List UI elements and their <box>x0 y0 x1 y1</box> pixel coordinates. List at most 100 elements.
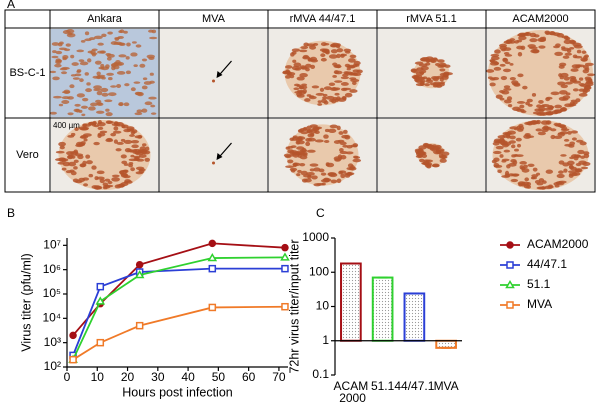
cell <box>300 131 309 135</box>
cell <box>342 73 349 77</box>
cell <box>566 160 575 166</box>
cell <box>569 46 575 50</box>
legend-label: 51.1 <box>527 277 551 291</box>
cell <box>554 184 560 188</box>
cell <box>79 163 86 168</box>
cell <box>342 87 352 91</box>
cell <box>571 40 577 44</box>
cell <box>82 133 92 137</box>
cell <box>328 54 338 59</box>
cell <box>582 64 589 70</box>
cell <box>123 139 133 144</box>
cell <box>536 182 544 186</box>
column-header: ACAM2000 <box>512 13 568 25</box>
cell <box>439 158 447 163</box>
cell <box>52 76 60 81</box>
line <box>72 305 285 361</box>
cell <box>58 157 66 162</box>
cell <box>346 144 353 149</box>
cell <box>72 178 79 183</box>
cell <box>71 62 79 66</box>
cell <box>130 130 136 135</box>
cell <box>570 99 577 103</box>
cell <box>58 141 66 147</box>
cell <box>532 121 538 125</box>
cell <box>111 174 120 178</box>
cell <box>560 154 567 157</box>
cell <box>67 96 74 100</box>
bar-fill <box>436 340 456 348</box>
cell <box>118 103 124 106</box>
cell <box>415 78 423 83</box>
y-tick-label: 10⁶ <box>43 262 61 276</box>
cell <box>510 144 516 149</box>
cell <box>320 57 327 62</box>
cell <box>330 43 337 48</box>
cell <box>149 36 158 40</box>
cell <box>125 56 130 60</box>
cell <box>142 143 147 147</box>
cell <box>422 76 428 80</box>
cell <box>296 84 302 88</box>
cell <box>101 33 107 38</box>
cell <box>526 98 533 103</box>
column-header: rMVA 44/47.1 <box>290 13 356 25</box>
cell <box>93 88 102 92</box>
cell <box>136 109 143 113</box>
cell <box>512 82 520 86</box>
cell <box>88 106 96 111</box>
cell <box>85 160 93 165</box>
cell <box>564 81 573 85</box>
cell <box>96 170 105 175</box>
point <box>208 239 217 248</box>
cell <box>352 158 362 163</box>
cell <box>570 68 579 72</box>
cell <box>523 184 530 189</box>
cell <box>344 134 351 140</box>
cell <box>300 46 309 49</box>
cell <box>73 166 78 170</box>
cell <box>426 164 432 169</box>
cell <box>54 63 62 68</box>
cell <box>503 88 512 91</box>
cell <box>517 73 524 78</box>
cell <box>302 56 311 60</box>
micrograph <box>160 29 267 117</box>
cell <box>346 67 351 71</box>
cell <box>310 59 319 63</box>
cell <box>519 161 527 165</box>
cell <box>556 173 565 179</box>
cell <box>499 63 506 67</box>
cell <box>148 96 157 100</box>
cell <box>560 72 569 78</box>
cell <box>545 169 554 174</box>
cell <box>297 169 302 174</box>
micrograph <box>160 119 267 191</box>
column-header: MVA <box>202 13 226 25</box>
cell <box>426 77 432 82</box>
cell <box>73 159 79 164</box>
cell <box>350 165 356 170</box>
cell <box>584 54 589 58</box>
cell <box>141 85 148 90</box>
cell <box>323 86 332 91</box>
x-tick-label: 10 <box>91 370 105 384</box>
cell <box>309 132 315 137</box>
cell <box>299 162 306 167</box>
cell <box>435 144 442 150</box>
cell <box>95 99 102 104</box>
cell <box>317 103 323 106</box>
cell <box>311 175 318 180</box>
y-tick-label: 1000 <box>302 230 329 244</box>
scale-label: 400 µm <box>53 121 80 130</box>
cell <box>296 146 305 150</box>
bar-fill <box>372 277 393 341</box>
point <box>280 252 290 261</box>
cell <box>312 126 320 131</box>
cell <box>518 123 524 128</box>
cell <box>94 60 102 65</box>
cell <box>117 183 126 188</box>
cell <box>493 66 502 71</box>
cell <box>76 49 85 53</box>
cell <box>435 84 443 88</box>
